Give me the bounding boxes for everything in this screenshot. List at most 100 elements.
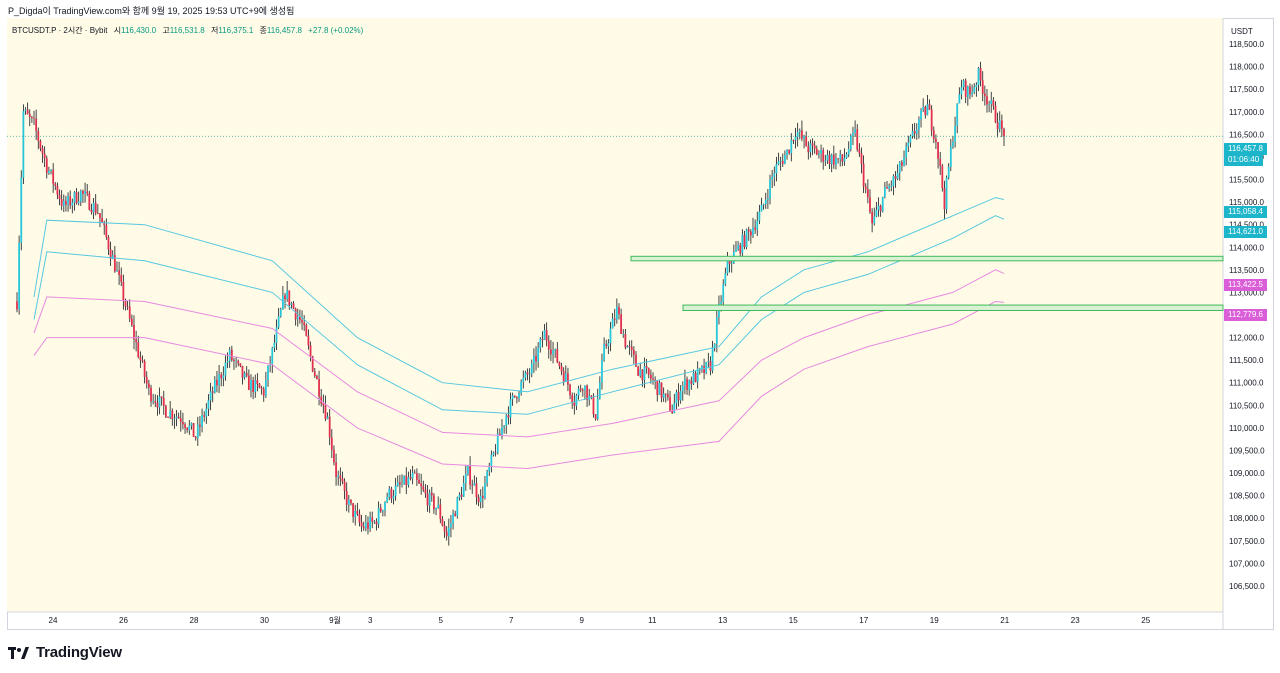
candle-body (192, 423, 195, 437)
candle-body (441, 519, 444, 526)
tradingview-brand[interactable]: TradingView (8, 644, 122, 661)
candle-body (909, 135, 912, 143)
candle-body (364, 522, 367, 529)
candle-body (726, 259, 729, 274)
candle-body (373, 521, 376, 523)
candle-body (754, 227, 757, 230)
candle-body (788, 149, 791, 154)
candle-body (484, 483, 486, 499)
candle-body (915, 129, 918, 134)
candle-body (79, 190, 82, 202)
candle-body (464, 473, 467, 484)
candle-body (292, 303, 295, 309)
candle-body (492, 452, 495, 455)
candle-body (454, 513, 457, 517)
candle-body (343, 481, 346, 491)
candle-body (564, 373, 567, 382)
candle-body (167, 417, 169, 418)
last-price-badge: 116,457.8 (1224, 143, 1267, 155)
legend-low-label: 저 (210, 26, 219, 35)
x-tick-label: 24 (49, 616, 58, 625)
candle-body (837, 158, 839, 160)
candle-body (724, 273, 727, 285)
candle-body (201, 415, 203, 427)
candle-body (422, 486, 425, 490)
candle-body (852, 132, 854, 136)
candle-body (469, 465, 471, 485)
candle-body (16, 301, 18, 310)
candle-body (52, 169, 55, 184)
candle-body (182, 421, 184, 425)
candle-body (409, 477, 412, 479)
x-tick-label: 13 (718, 616, 727, 625)
candle-body (835, 158, 837, 165)
candle-body (20, 177, 23, 243)
candle-body (741, 235, 744, 254)
candle-body (883, 187, 886, 197)
candle-body (983, 93, 986, 97)
candle-body (258, 383, 261, 388)
candle-body (662, 393, 665, 398)
candle-body (462, 483, 465, 497)
y-tick-label: 106,500.0 (1229, 582, 1265, 591)
candle-body (622, 333, 625, 335)
candle-body (467, 465, 469, 474)
candle-body (826, 154, 829, 161)
candle-body (841, 154, 844, 162)
candle-body (247, 375, 250, 390)
candle-body (473, 483, 476, 486)
candle-body (318, 379, 320, 397)
candle-body (324, 405, 327, 420)
candle-body (254, 380, 257, 392)
candle-body (45, 158, 48, 173)
x-tick-label: 25 (1141, 616, 1150, 625)
candle-body (618, 306, 620, 315)
candle-body (858, 149, 861, 154)
candle-body (764, 199, 767, 205)
candle-body (460, 494, 463, 497)
candle-body (50, 169, 52, 171)
candle-body (447, 527, 450, 537)
x-tick-label: 9 (580, 616, 585, 625)
candle-body (362, 526, 365, 529)
candle-body (439, 504, 442, 520)
candle-body (990, 100, 993, 105)
legend-close: 116,457.8 (266, 26, 302, 35)
candle-body (335, 462, 337, 477)
currency-label[interactable]: USDT (1231, 27, 1253, 36)
band-lower-badge: 113,422.5 (1224, 279, 1267, 291)
candle-body (528, 373, 531, 375)
candle-body (777, 161, 780, 165)
candle-body (935, 138, 937, 143)
candle-body (509, 399, 512, 418)
candle-body (143, 361, 146, 377)
candle-body (494, 452, 497, 454)
candle-body (471, 484, 474, 486)
candle-body (994, 105, 997, 123)
y-tick-label: 109,000.0 (1229, 469, 1265, 478)
candle-body (907, 142, 910, 147)
candle-body (320, 396, 323, 404)
candle-body (675, 392, 678, 404)
candle-body (896, 172, 899, 179)
candle-body (928, 104, 931, 110)
candle-body (645, 366, 648, 369)
candle-body (216, 379, 218, 386)
pink-band-lower (33, 300, 1005, 470)
candle-body (394, 485, 397, 496)
candle-body (988, 104, 991, 105)
candle-body (822, 149, 825, 162)
candle-body (881, 196, 884, 212)
candle-body (679, 391, 682, 401)
price-chart[interactable]: 106,500.0 107,000.0 107,500.0 108,000.0 108,… (7, 18, 1274, 630)
candle-body (90, 209, 93, 213)
candle-body (971, 92, 973, 95)
candle-body (560, 366, 563, 372)
candle-body (333, 449, 335, 463)
chart-caption: P_Digda이 TradingView.com와 함께 9월 19, 2025… (8, 6, 295, 16)
candle-body (252, 380, 255, 392)
candle-body (550, 349, 552, 355)
candle-body (818, 153, 820, 155)
candle-body (513, 395, 516, 397)
candle-body (156, 402, 159, 408)
